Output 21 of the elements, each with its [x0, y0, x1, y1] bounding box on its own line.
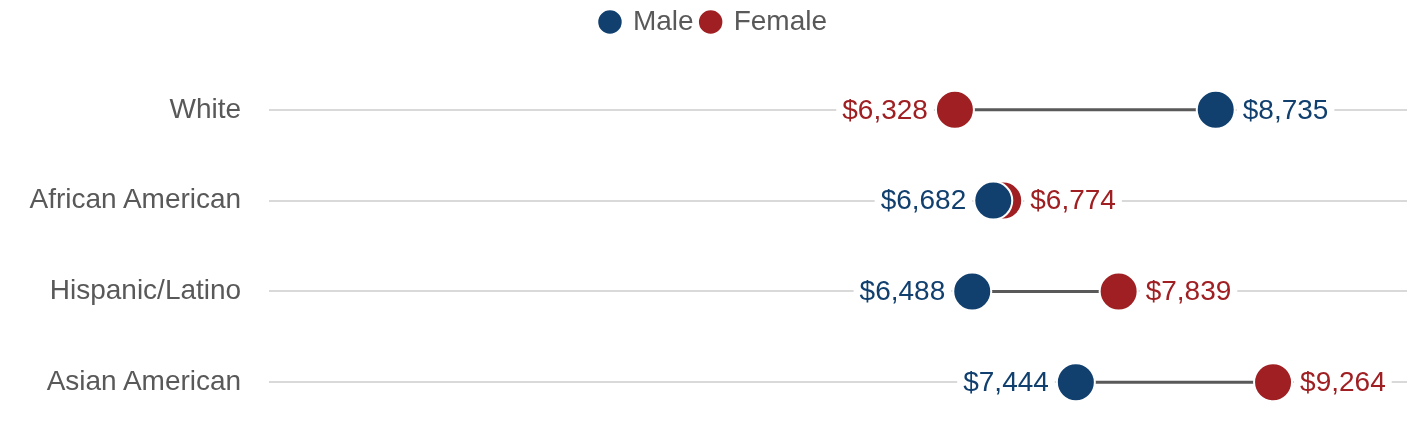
- y-tick-label: Hispanic/Latino: [49, 274, 242, 306]
- data-label: $7,839: [1145, 275, 1232, 307]
- legend-label: Male: [632, 4, 694, 36]
- y-tick-label: White: [169, 92, 242, 124]
- point: [1098, 271, 1139, 312]
- point: [934, 89, 975, 130]
- point: [1195, 89, 1236, 130]
- data-label: $6,328: [842, 93, 928, 125]
- point: [1253, 362, 1294, 403]
- point: [973, 180, 1014, 221]
- data-label: $9,264: [1300, 365, 1386, 397]
- data-label: $6,682: [880, 184, 967, 216]
- data-label: $7,444: [963, 365, 1049, 397]
- y-tick-label: Asian American: [46, 364, 242, 396]
- point: [952, 271, 993, 312]
- legend-label: Female: [733, 4, 828, 36]
- data-label: $6,488: [859, 275, 946, 307]
- y-tick-label: African American: [29, 183, 242, 215]
- data-label: $6,774: [1030, 184, 1116, 216]
- data-label: $8,735: [1242, 93, 1329, 125]
- point: [1055, 362, 1096, 403]
